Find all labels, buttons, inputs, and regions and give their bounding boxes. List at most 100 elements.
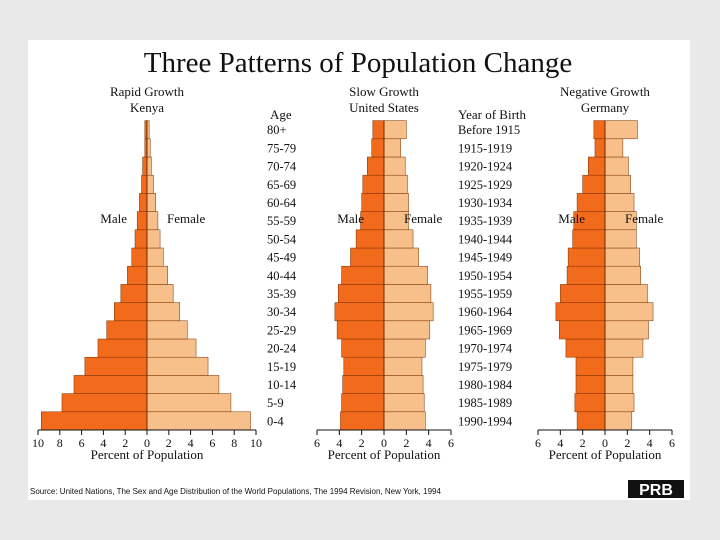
birth-year-label: 1945-1949	[458, 251, 512, 265]
pyramid-title: Slow Growth	[349, 84, 419, 99]
male-bar-75-79	[371, 138, 385, 158]
birth-year-label: 1975-1979	[458, 360, 512, 374]
female-bar-40-44	[146, 265, 168, 285]
age-column-header: Age	[270, 107, 292, 122]
age-label-35-39: 35-39	[267, 287, 296, 301]
female-bar-35-39	[383, 284, 432, 303]
age-label-70-74: 70-74	[267, 160, 297, 174]
male-bar-5-9	[341, 393, 385, 413]
pyramid-subtitle: Kenya	[130, 100, 164, 115]
x-tick-label: 2	[359, 436, 365, 450]
female-bar-20-24	[383, 338, 426, 358]
birth-year-label: 1955-1959	[458, 287, 512, 301]
female-bar-50-54	[604, 229, 637, 249]
male-bar-15-19	[575, 356, 606, 376]
female-bar-0-4	[383, 411, 426, 431]
x-axis-label: Percent of Population	[91, 447, 204, 462]
birth-year-label: 1935-1939	[458, 214, 512, 228]
female-bar-5-9	[146, 393, 232, 413]
female-bar-40-44	[383, 265, 428, 285]
female-bar-60-64	[146, 193, 156, 212]
male-bar-0-4	[41, 411, 148, 431]
age-label-40-44: 40-44	[267, 269, 297, 283]
male-bar-10-14	[342, 375, 385, 394]
age-label-10-14: 10-14	[267, 378, 297, 392]
x-tick-label: 2	[580, 436, 586, 450]
age-label-0-4: 0-4	[267, 414, 284, 428]
male-bar-55-59	[360, 211, 385, 231]
x-tick-label: 4	[426, 436, 432, 450]
male-bar-75-79	[594, 138, 606, 158]
age-label-75-79: 75-79	[267, 141, 296, 155]
birth-year-label: 1965-1969	[458, 323, 512, 337]
female-bar-75-79	[146, 138, 151, 158]
x-tick-label: 4	[336, 436, 342, 450]
female-bar-15-19	[146, 356, 209, 376]
age-label-30-34: 30-34	[267, 305, 297, 319]
age-label-15-19: 15-19	[267, 360, 296, 374]
age-label-80+: 80+	[267, 123, 287, 137]
chart-panel: Three Patterns of Population Change Rapi…	[28, 40, 690, 500]
male-bar-80+	[372, 120, 385, 140]
main-title: Three Patterns of Population Change	[144, 47, 572, 79]
female-bar-30-34	[146, 302, 180, 322]
male-label: Male	[100, 211, 127, 226]
pyramid-title: Rapid Growth	[110, 84, 185, 99]
female-bar-15-19	[383, 356, 423, 376]
male-bar-60-64	[361, 193, 385, 212]
female-bar-10-14	[146, 375, 220, 394]
female-bar-70-74	[604, 156, 629, 176]
birth-year-label: 1980-1984	[458, 378, 513, 392]
x-tick-label: 2	[122, 436, 128, 450]
female-bar-70-74	[383, 156, 406, 176]
birth-year-label: 1915-1919	[458, 141, 512, 155]
male-bar-60-64	[576, 193, 606, 212]
male-bar-0-4	[340, 411, 385, 431]
male-bar-70-74	[588, 156, 606, 176]
female-bar-45-49	[146, 247, 164, 267]
female-bar-10-14	[604, 375, 634, 394]
female-bar-35-39	[604, 284, 648, 303]
female-bar-65-69	[604, 174, 631, 194]
birth-year-label: 1950-1954	[458, 269, 513, 283]
population-pyramids-chart: Three Patterns of Population Change Rapi…	[30, 47, 684, 499]
female-bar-5-9	[604, 393, 635, 413]
female-bar-50-54	[146, 229, 161, 249]
female-bar-55-59	[146, 211, 159, 231]
female-bar-60-64	[604, 193, 635, 212]
female-bar-15-19	[604, 356, 634, 376]
female-bar-25-29	[604, 320, 649, 340]
male-bar-80+	[593, 120, 606, 140]
male-bar-20-24	[341, 338, 385, 358]
male-bar-35-39	[337, 284, 385, 303]
pyramid-subtitle: Germany	[581, 100, 630, 115]
female-bar-75-79	[604, 138, 624, 158]
female-bar-80+	[604, 120, 638, 140]
female-label: Female	[167, 211, 205, 226]
label-columns: Age Year of Birth 0-4 1990-1994 5-9 1985-1989…	[267, 107, 527, 428]
female-bar-30-34	[383, 302, 434, 322]
x-tick-label: 8	[231, 436, 237, 450]
male-bar-30-34	[555, 302, 606, 322]
female-bar-20-24	[604, 338, 644, 358]
x-tick-label: 6	[448, 436, 454, 450]
male-bar-5-9	[61, 393, 148, 413]
x-tick-label: 0	[381, 436, 387, 450]
female-label: Female	[625, 211, 663, 226]
pyramid-subtitle: United States	[349, 100, 419, 115]
female-bar-10-14	[383, 375, 424, 394]
female-bar-60-64	[383, 193, 409, 212]
male-bar-50-54	[572, 229, 606, 249]
male-bar-30-34	[114, 302, 148, 322]
male-bar-40-44	[566, 265, 606, 285]
age-label-20-24: 20-24	[267, 342, 297, 356]
female-bar-45-49	[604, 247, 640, 267]
male-bar-70-74	[142, 156, 148, 176]
male-bar-65-69	[582, 174, 606, 194]
female-bar-35-39	[146, 284, 174, 303]
x-tick-label: 4	[100, 436, 106, 450]
female-bar-0-4	[146, 411, 251, 431]
male-bar-0-4	[576, 411, 606, 431]
female-bar-75-79	[383, 138, 401, 158]
